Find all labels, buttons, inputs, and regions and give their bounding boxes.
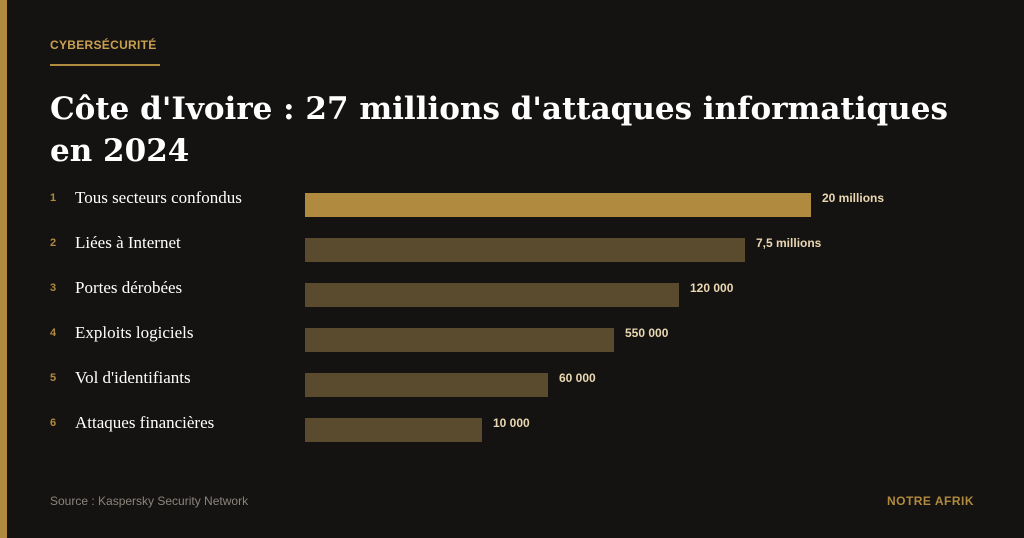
bar-row: 4 Exploits logiciels 550 000 xyxy=(0,315,1024,360)
bar xyxy=(305,373,548,397)
bar xyxy=(305,193,811,217)
bar-value-label: 550 000 xyxy=(625,326,669,340)
bar-category-label: Portes dérobées xyxy=(75,278,183,297)
bar-chart: 1 Tous secteurs confondus 20 millions 2 Liée… xyxy=(0,180,1024,450)
bar xyxy=(305,328,614,352)
bar-value-label: 20 millions xyxy=(822,191,885,205)
source-note: Source : Kaspersky Security Network xyxy=(50,494,249,508)
bar-category-label: Exploits logiciels xyxy=(75,323,194,342)
bar-value-label: 60 000 xyxy=(559,371,596,385)
bar-rank: 2 xyxy=(50,237,57,249)
bar-rank: 1 xyxy=(50,192,57,204)
bar-rank: 4 xyxy=(50,327,57,339)
bar-rank: 6 xyxy=(50,417,57,429)
bar-row: 5 Vol d'identifiants 60 000 xyxy=(0,360,1024,405)
bar-value-label: 10 000 xyxy=(493,416,530,430)
bar-rank: 5 xyxy=(50,372,57,384)
bar-category-label: Attaques financières xyxy=(75,413,215,432)
bar-category-label: Liées à Internet xyxy=(75,233,181,252)
kicker-underline xyxy=(50,64,160,66)
left-accent-bar xyxy=(0,0,7,538)
brand-logo-text: NOTRE AFRIK xyxy=(886,494,974,508)
bar xyxy=(305,283,679,307)
bar-row: 3 Portes dérobées 120 000 xyxy=(0,270,1024,315)
chart-title: Côte d'Ivoire : 27 millions d'attaques i… xyxy=(50,91,948,169)
bar-row: 6 Attaques financières 10 000 xyxy=(0,405,1024,450)
category-kicker: CYBERSÉCURITÉ xyxy=(50,38,157,52)
bar-rank: 3 xyxy=(50,282,57,294)
bar xyxy=(305,418,482,442)
bar-row: 1 Tous secteurs confondus 20 millions xyxy=(0,180,1024,225)
bar-row: 2 Liées à Internet 7,5 millions xyxy=(0,225,1024,270)
bar-category-label: Tous secteurs confondus xyxy=(75,188,242,207)
bar-value-label: 120 000 xyxy=(690,281,734,295)
bar-value-label: 7,5 millions xyxy=(756,236,822,250)
bar-category-label: Vol d'identifiants xyxy=(75,368,191,387)
bar xyxy=(305,238,745,262)
